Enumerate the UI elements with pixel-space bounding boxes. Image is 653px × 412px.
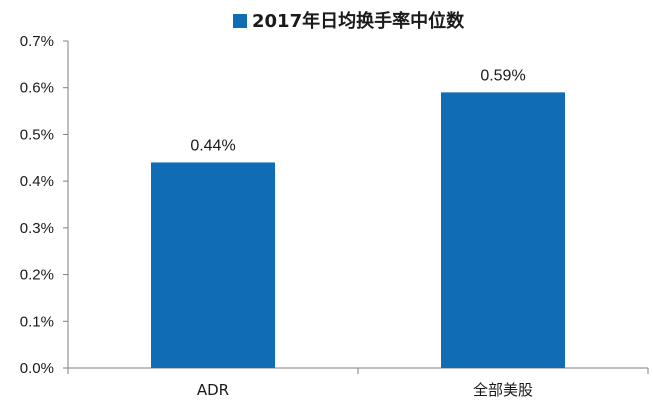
- bars: [151, 92, 565, 368]
- x-category-label: 全部美股: [473, 381, 533, 399]
- y-tick-label: 0.3%: [20, 220, 54, 237]
- y-tick-label: 0.0%: [20, 360, 54, 377]
- legend-label: 2017年日均换手率中位数: [252, 10, 465, 32]
- y-tick-label: 0.2%: [20, 267, 54, 284]
- y-tick-label: 0.6%: [20, 80, 54, 97]
- data-label: 0.44%: [190, 137, 235, 154]
- x-category-label: ADR: [197, 381, 229, 399]
- bar: [441, 92, 565, 368]
- labels: 0.44% ADR 0.59% 全部美股: [190, 67, 533, 399]
- legend: 2017年日均换手率中位数: [233, 10, 465, 32]
- y-tick-label: 0.1%: [20, 313, 54, 330]
- y-tick-label: 0.7%: [20, 33, 54, 50]
- legend-swatch: [233, 14, 247, 28]
- y-tick-label: 0.4%: [20, 173, 54, 190]
- y-tick-label: 0.5%: [20, 126, 54, 143]
- data-label: 0.59%: [480, 67, 525, 84]
- bar: [151, 162, 275, 368]
